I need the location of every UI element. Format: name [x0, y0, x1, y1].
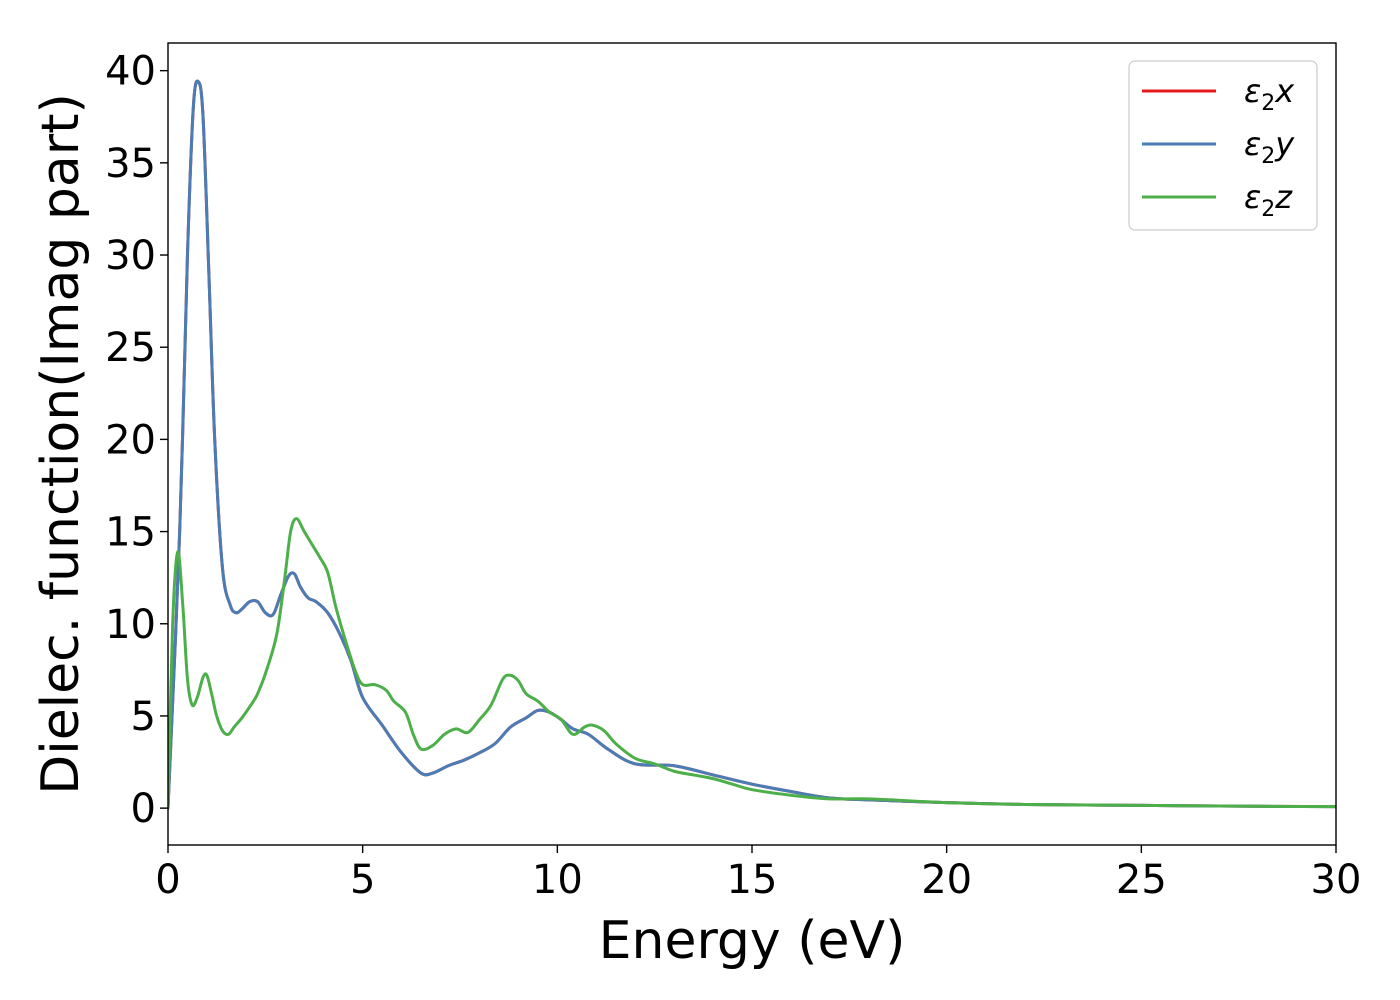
y-tick-label: 30: [105, 233, 156, 279]
legend-entry-z: ε2z: [1142, 178, 1293, 222]
y-tick-label: 5: [131, 694, 156, 740]
x-tick-label: 0: [155, 857, 180, 903]
x-tick-label: 20: [921, 857, 972, 903]
legend-box: [1128, 60, 1318, 231]
y-tick-label: 15: [105, 510, 156, 556]
legend-label: ε2x: [1244, 72, 1295, 116]
x-tick-label: 10: [532, 857, 583, 903]
legend-entry-y: ε2y: [1142, 125, 1295, 169]
legend: ε2x ε2y ε2z: [1128, 60, 1318, 231]
legend-entry-x: ε2x: [1142, 72, 1295, 116]
series-line-y: [168, 79, 1336, 810]
legend-entries: ε2x ε2y ε2z: [1142, 72, 1295, 222]
y-tick-label: 40: [105, 49, 156, 95]
legend-label: ε2y: [1244, 125, 1295, 169]
legend-label: ε2z: [1244, 178, 1293, 222]
x-axis-ticks: 0 5 10 15 20 25 30: [155, 845, 1361, 903]
series-lines: [168, 79, 1336, 810]
y-axis-ticks: 0 5 10 15 20 25 30 35 40: [105, 49, 168, 832]
y-tick-label: 10: [105, 602, 156, 648]
y-axis-label: Dielec. function(Imag part): [31, 93, 91, 795]
x-tick-label: 15: [727, 857, 778, 903]
x-tick-label: 30: [1311, 857, 1362, 903]
x-tick-label: 25: [1116, 857, 1167, 903]
y-tick-label: 35: [105, 141, 156, 187]
series-line-z: [168, 517, 1336, 810]
x-tick-label: 5: [350, 857, 375, 903]
x-axis-label: Energy (eV): [599, 911, 906, 971]
y-tick-label: 25: [105, 325, 156, 371]
y-tick-label: 0: [131, 786, 156, 832]
y-tick-label: 20: [105, 417, 156, 463]
